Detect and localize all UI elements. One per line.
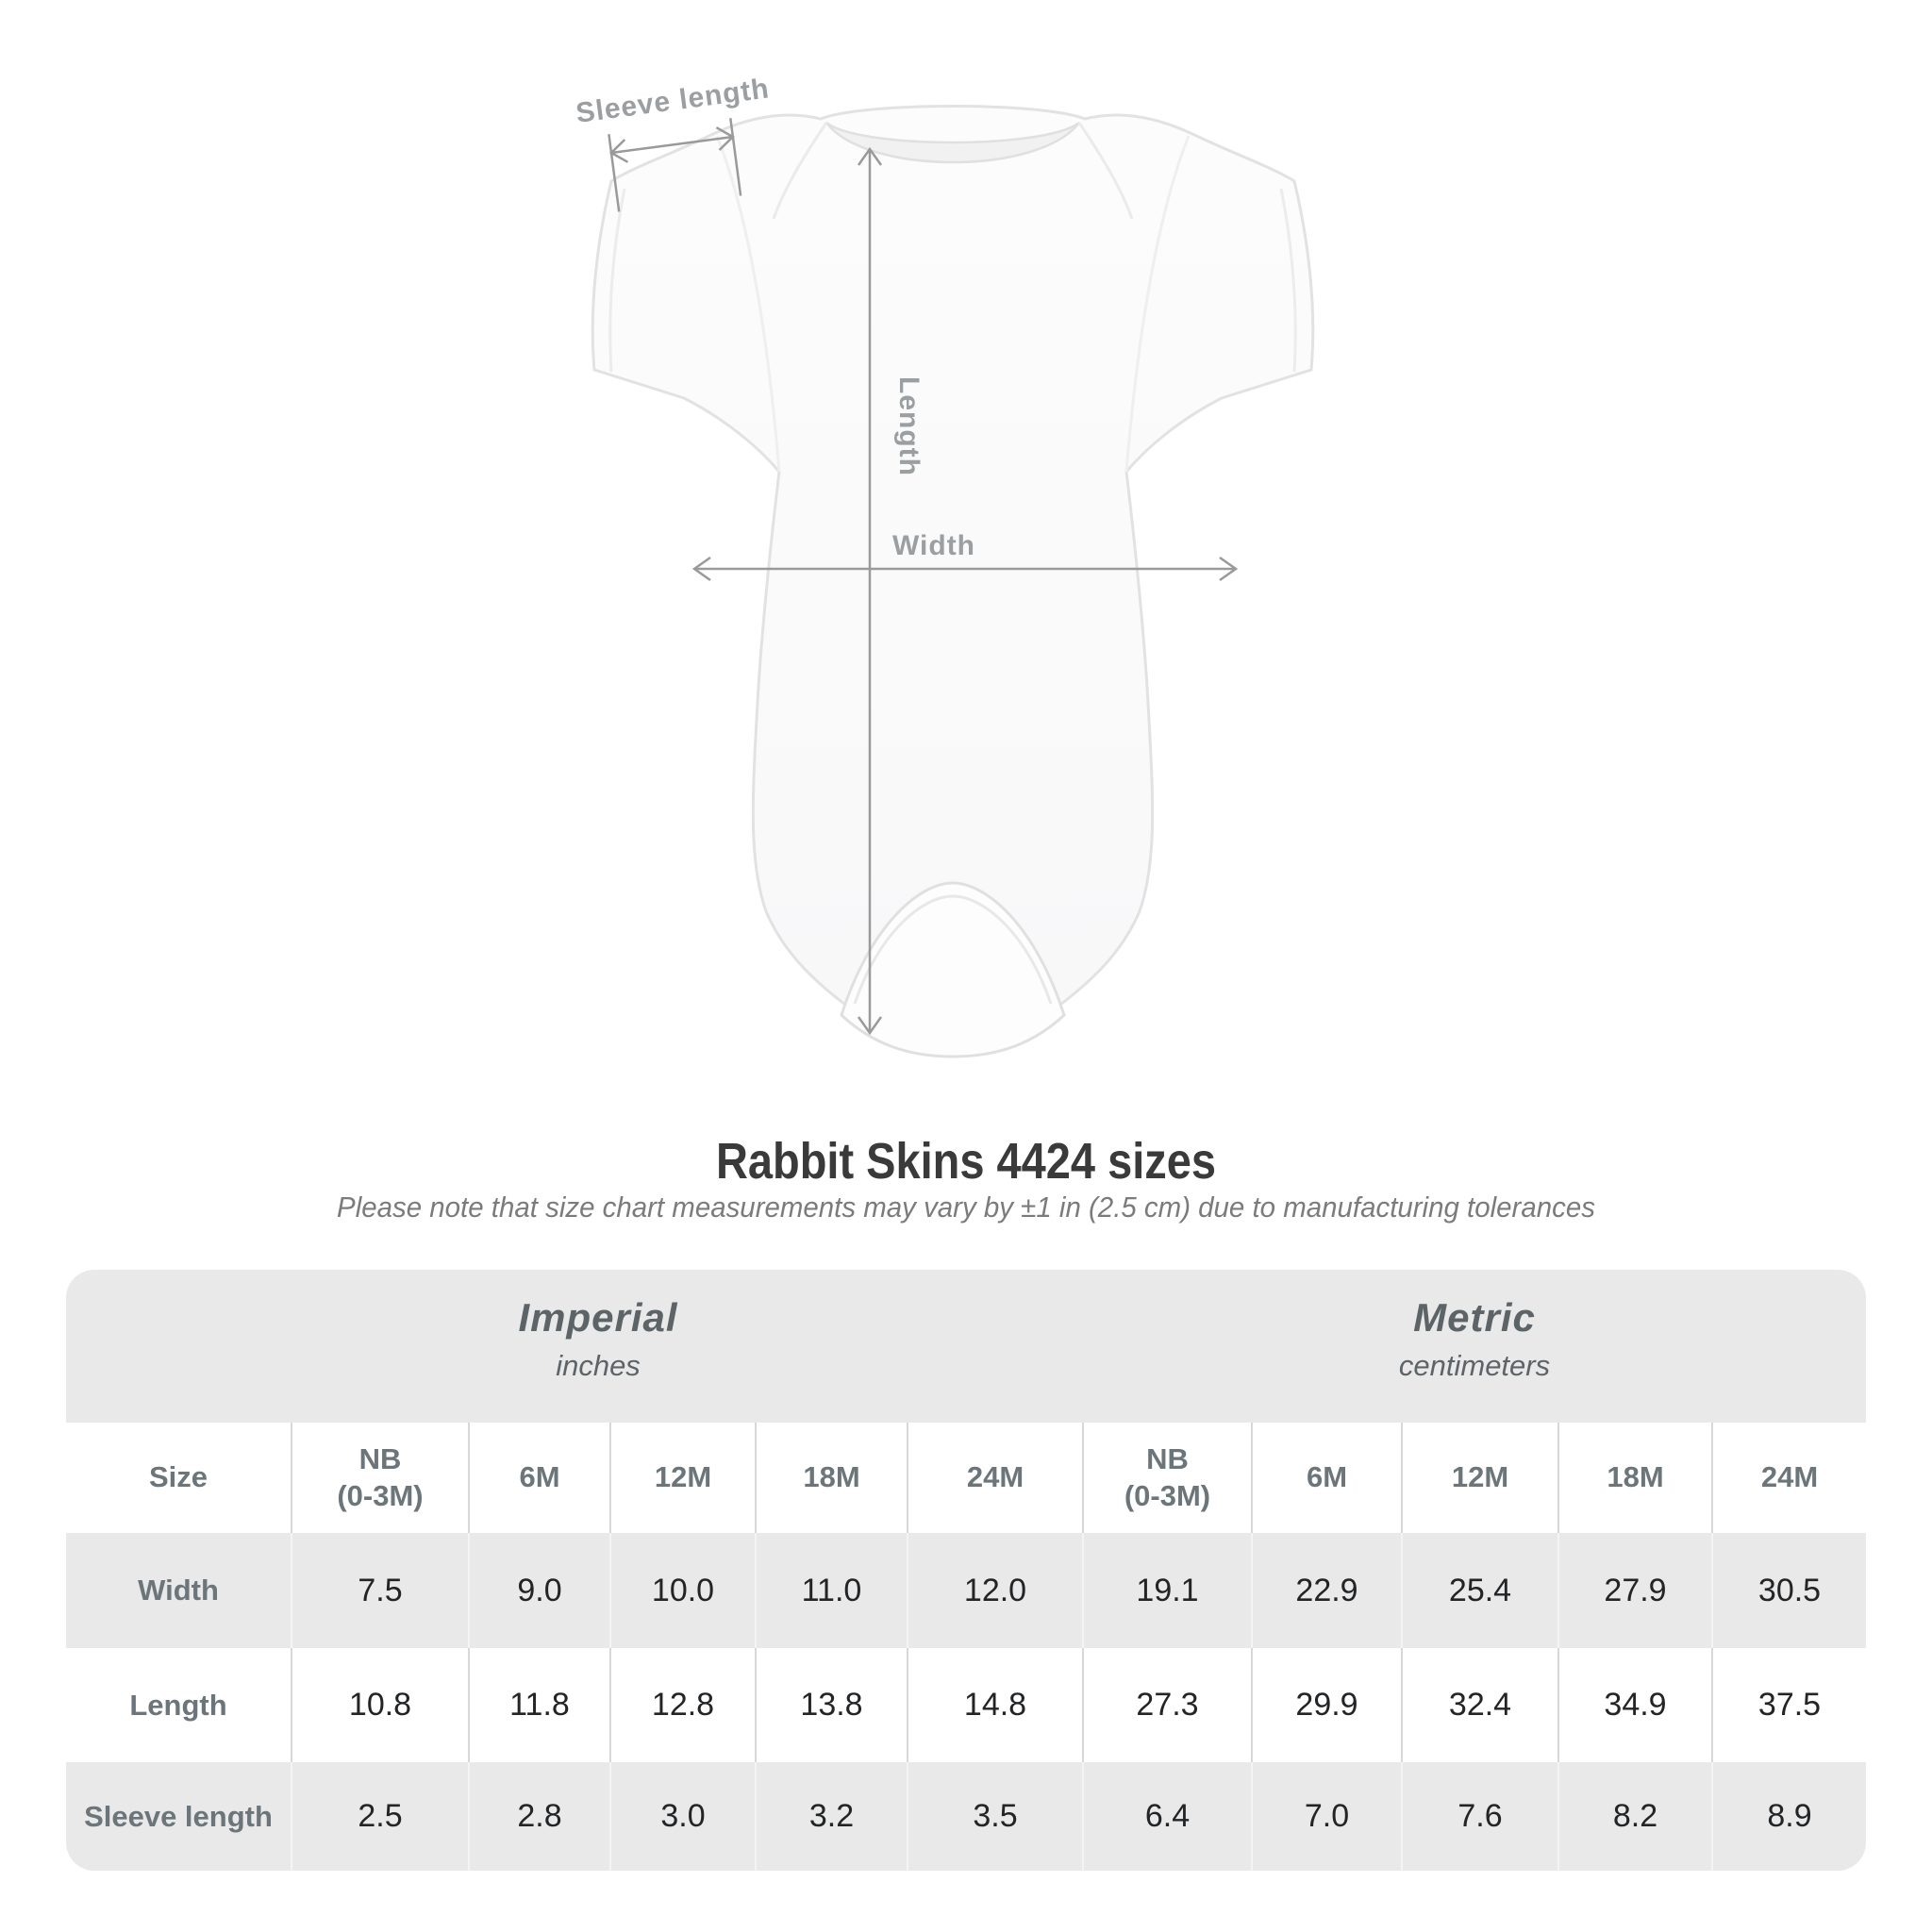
row-label: Sleeve length <box>84 1799 273 1833</box>
length-label: Length <box>893 376 924 476</box>
onesie-lap-seam-left <box>772 122 828 220</box>
cell-value: 11.0 <box>755 1533 908 1648</box>
cell-value: 29.9 <box>1251 1648 1402 1762</box>
onesie-lap-seam-right <box>1077 122 1134 220</box>
cell-value: 32.4 <box>1401 1648 1558 1762</box>
cell-value: 2.5 <box>291 1762 469 1871</box>
table-header-row: Size NB (0-3M) 6M 12M 18M 24M NB (0-3M) … <box>66 1423 1866 1533</box>
table-row-width: Width 7.5 9.0 10.0 11.0 12.0 19.1 22.9 2… <box>66 1533 1866 1648</box>
onesie-body <box>591 105 1315 1047</box>
table-row-sleeve-length: Sleeve length 2.5 2.8 3.0 3.2 3.5 6.4 7.… <box>66 1762 1866 1871</box>
cell-value: 10.0 <box>609 1533 756 1648</box>
cell-value: 12.8 <box>609 1648 756 1762</box>
column-header: 24M <box>1711 1423 1866 1533</box>
imperial-label: Imperial <box>518 1295 678 1340</box>
length-dimension-arrow <box>857 146 883 1036</box>
width-dimension-arrow <box>691 556 1239 582</box>
cell-value: 11.8 <box>468 1648 610 1762</box>
onesie-cuff-seam-left <box>608 188 626 373</box>
cell-value: 6.4 <box>1082 1762 1252 1871</box>
width-label: Width <box>892 530 975 561</box>
cell-value: 27.9 <box>1557 1533 1712 1648</box>
cell-value: 14.8 <box>907 1648 1083 1762</box>
cell-value: 25.4 <box>1401 1533 1558 1648</box>
column-header: 12M <box>609 1423 756 1533</box>
column-header: 6M <box>1251 1423 1402 1533</box>
size-table: Size NB (0-3M) 6M 12M 18M 24M NB (0-3M) … <box>66 1423 1866 1871</box>
column-header: 18M <box>755 1423 908 1533</box>
column-header: 6M <box>468 1423 610 1533</box>
onesie-illustration: Length Width Sleeve length <box>575 75 1315 1058</box>
sleeve-length-dimension-arrow <box>608 118 742 212</box>
cell-value: 2.8 <box>468 1762 610 1871</box>
cell-value: 3.0 <box>609 1762 756 1871</box>
column-header: NB (0-3M) <box>1082 1423 1252 1533</box>
cell-value: 30.5 <box>1711 1533 1866 1648</box>
onesie-armhole-seam-left <box>715 135 781 473</box>
cell-value: 10.8 <box>291 1648 469 1762</box>
onesie-armhole-seam-right <box>1124 135 1191 473</box>
imperial-sublabel: inches <box>556 1349 641 1382</box>
metric-label: Metric <box>1413 1295 1536 1340</box>
page-title: Rabbit Skins 4424 sizes <box>715 1133 1217 1190</box>
cell-value: 3.2 <box>755 1762 908 1871</box>
cell-value: 22.9 <box>1251 1533 1402 1648</box>
metric-sublabel: centimeters <box>1398 1349 1551 1382</box>
column-header: 18M <box>1557 1423 1712 1533</box>
column-header: NB (0-3M) <box>291 1423 469 1533</box>
cell-value: 34.9 <box>1557 1648 1712 1762</box>
row-label: Length <box>129 1688 227 1722</box>
row-label: Width <box>138 1574 219 1607</box>
onesie-crotch-flap-binding <box>853 894 1053 1005</box>
sleeve-length-label: Sleeve length <box>575 75 772 129</box>
size-table-card: Imperial inches Metric centimeters Size … <box>66 1270 1866 1871</box>
onesie-measurement-diagram: Length Width Sleeve length <box>528 75 1377 1094</box>
cell-value: 7.5 <box>291 1533 469 1648</box>
cell-value: 3.5 <box>907 1762 1083 1871</box>
cell-value: 13.8 <box>755 1648 908 1762</box>
cell-value: 9.0 <box>468 1533 610 1648</box>
onesie-cuff-seam-right <box>1279 188 1297 373</box>
cell-value: 37.5 <box>1711 1648 1866 1762</box>
cell-value: 8.9 <box>1711 1762 1866 1871</box>
cell-value: 27.3 <box>1082 1648 1252 1762</box>
cell-value: 8.2 <box>1557 1762 1712 1871</box>
cell-value: 19.1 <box>1082 1533 1252 1648</box>
unit-group-metric: Metric centimeters <box>1398 1295 1551 1382</box>
size-column-header: Size <box>148 1460 208 1494</box>
column-header: 12M <box>1401 1423 1558 1533</box>
table-row-length: Length 10.8 11.8 12.8 13.8 14.8 27.3 29.… <box>66 1648 1866 1762</box>
column-header: 24M <box>907 1423 1083 1533</box>
cell-value: 7.0 <box>1251 1762 1402 1871</box>
size-note: Please note that size chart measurements… <box>337 1191 1595 1224</box>
cell-value: 12.0 <box>907 1533 1083 1648</box>
unit-group-imperial: Imperial inches <box>518 1295 678 1382</box>
cell-value: 7.6 <box>1401 1762 1558 1871</box>
